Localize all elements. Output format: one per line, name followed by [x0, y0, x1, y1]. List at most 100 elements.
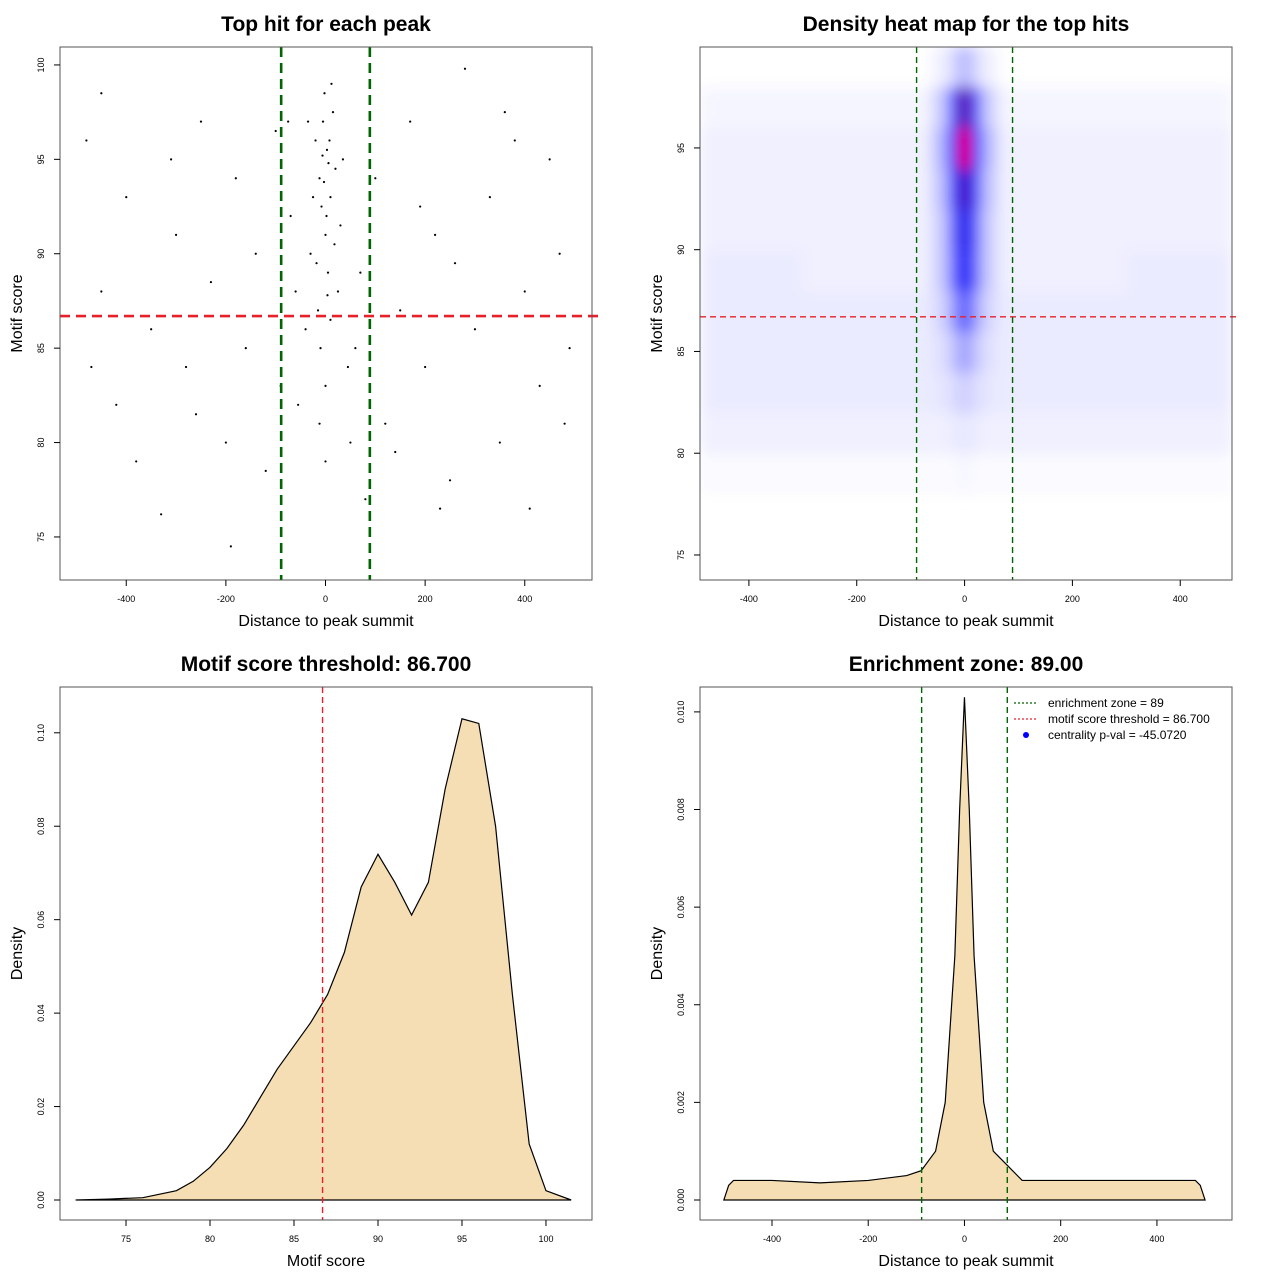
heat-cell: [959, 47, 971, 88]
y-tick-label: 0.006: [676, 896, 686, 919]
heat-cell: [1045, 249, 1127, 291]
heat-cell: [883, 331, 933, 373]
heat-cell: [700, 208, 804, 251]
point: [309, 252, 312, 255]
heat-cell: [1045, 331, 1127, 373]
x-tick-label: 0: [323, 594, 328, 604]
x-tick-label: -400: [740, 594, 758, 604]
x-tick-label: 100: [538, 1234, 553, 1244]
heat-cell: [948, 453, 960, 495]
point: [100, 290, 103, 293]
panel: -400 -200 0 200 400 0.000 0.002 0.004 0.006 0.008…: [649, 653, 1233, 1270]
x-tick-label: 400: [1173, 594, 1188, 604]
heat-cell: [883, 47, 933, 88]
x-tick-label: 95: [457, 1234, 467, 1244]
point: [329, 196, 332, 199]
heat-cell: [1045, 86, 1127, 129]
point: [330, 82, 333, 85]
point: [234, 177, 237, 180]
heat-cell: [932, 453, 949, 495]
point: [325, 148, 329, 151]
point: [194, 413, 198, 416]
point: [304, 328, 307, 331]
point: [321, 154, 324, 157]
point: [314, 139, 317, 142]
heat-cell: [969, 331, 982, 373]
point: [473, 328, 477, 331]
y-tick-label: 0.04: [36, 1004, 46, 1022]
point: [354, 347, 357, 350]
x-axis-label: Distance to peak summit: [878, 613, 1054, 630]
heat-cell: [700, 86, 804, 129]
y-axis-label: Density: [649, 927, 666, 980]
point: [333, 243, 336, 246]
heat-cell: [959, 453, 971, 495]
heat-cell: [1126, 86, 1232, 129]
y-tick-label: 90: [36, 249, 46, 259]
point: [325, 214, 328, 218]
heat-cell: [980, 412, 998, 454]
heat-cell: [959, 86, 971, 129]
heat-cell: [700, 47, 804, 88]
heat-cell: [959, 371, 971, 414]
x-tick-label: 75: [121, 1234, 131, 1244]
heat-cell: [969, 290, 982, 332]
y-tick-label: 0.002: [676, 1091, 686, 1114]
x-tick-label: 200: [1065, 594, 1080, 604]
point: [115, 403, 118, 406]
y-tick-label: 0.00: [36, 1191, 46, 1209]
point: [323, 92, 326, 95]
y-tick-label: 0.000: [676, 1189, 686, 1212]
point: [558, 252, 561, 255]
chart-title: Enrichment zone: 89.00: [849, 653, 1084, 676]
point: [327, 162, 330, 165]
point: [311, 196, 315, 199]
heat-cell: [932, 86, 949, 129]
heat-cell: [1126, 371, 1232, 414]
heat-cell: [948, 290, 960, 332]
heat-cell: [1126, 331, 1232, 373]
point: [346, 365, 350, 369]
heat-cell: [980, 86, 998, 129]
x-tick-label: -400: [763, 1234, 781, 1244]
point: [336, 290, 340, 293]
point: [306, 120, 310, 123]
point: [359, 271, 362, 274]
y-tick-label: 80: [676, 448, 686, 458]
heat-cell: [948, 86, 960, 129]
heat-cell: [700, 127, 804, 169]
heat-cell: [996, 371, 1046, 414]
y-tick-label: 90: [676, 245, 686, 255]
point: [339, 224, 342, 227]
heat-cell: [932, 208, 949, 251]
x-axis-label: Distance to peak summit: [238, 613, 414, 630]
heat-cell: [980, 371, 998, 414]
heat-cell: [996, 86, 1046, 129]
heat-cell: [959, 331, 971, 373]
point: [169, 158, 173, 161]
chart-title: Motif score threshold: 86.700: [181, 653, 472, 676]
heat-cell: [802, 453, 885, 495]
point: [125, 196, 128, 199]
heat-cell: [802, 290, 885, 332]
point: [538, 384, 541, 388]
heat-cell: [883, 453, 933, 495]
point: [85, 139, 88, 142]
heat-cell: [1126, 290, 1232, 332]
point: [548, 158, 551, 161]
point: [488, 196, 491, 199]
heat-cell: [883, 208, 933, 251]
panel: -400 -200 0 200 400 75 80 85 90 95 100 Top hit for …: [9, 13, 600, 630]
heat-cell: [980, 331, 998, 373]
plot-area: [723, 697, 1206, 1201]
point: [399, 309, 402, 312]
y-tick-label: 75: [676, 550, 686, 560]
heat-cell: [1045, 371, 1127, 414]
heat-cell: [948, 208, 960, 251]
y-tick-label: 0.004: [676, 993, 686, 1016]
heat-cell: [932, 127, 949, 169]
density-curve: [75, 718, 572, 1201]
heat-cell: [948, 127, 960, 169]
heat-cell: [700, 168, 804, 210]
heat-cell: [932, 412, 949, 454]
